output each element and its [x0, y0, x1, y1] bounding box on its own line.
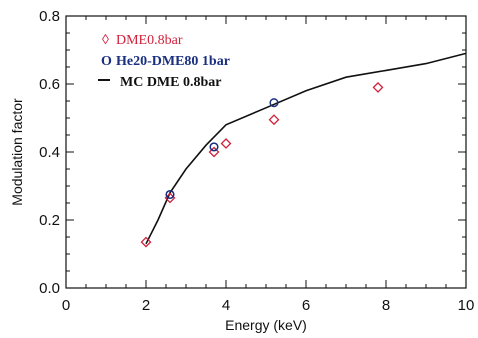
y-tick-label: 0.6: [39, 76, 60, 93]
legend-mc-label: MC DME 0.8bar: [120, 75, 222, 90]
legend-he-label: He20-DME80 1bar: [116, 54, 230, 69]
dme-point: [372, 81, 384, 93]
x-tick-label: 2: [142, 297, 150, 314]
dme-point: [208, 146, 220, 158]
x-tick-label: 4: [222, 297, 230, 314]
he-dme-point: [165, 189, 175, 200]
y-tick-label: 0.0: [39, 280, 60, 297]
series-layer: [140, 52, 467, 248]
y-axis-label: Modulation factor: [9, 98, 25, 206]
y-tick-label: 0.4: [39, 144, 60, 161]
legend-dme-symbol: ◊: [102, 33, 109, 48]
y-tick-label: 0.2: [39, 212, 60, 229]
x-tick-label: 8: [382, 297, 390, 314]
tick-labels: 0 2 4 6 8 10 0.0 0.2 0.4 0.6 0.8: [39, 8, 474, 314]
he-dme-point: [209, 142, 219, 152]
x-axis-label: Energy (keV): [225, 317, 307, 333]
legend: ◊ DME0.8bar O He20-DME80 1bar MC DME 0.8bar: [98, 33, 230, 90]
he-dme-point: [269, 98, 279, 108]
x-tick-label: 6: [302, 297, 310, 314]
dme-point: [268, 114, 280, 126]
x-tick-label: 10: [458, 297, 475, 314]
dme-point: [140, 236, 152, 248]
dme-point: [220, 138, 232, 149]
axis-ticks: [65, 15, 467, 289]
legend-dme-label: DME0.8bar: [116, 33, 183, 48]
x-tick-label: 0: [62, 297, 70, 314]
y-tick-label: 0.8: [39, 8, 60, 25]
legend-he-symbol: O: [101, 54, 112, 69]
